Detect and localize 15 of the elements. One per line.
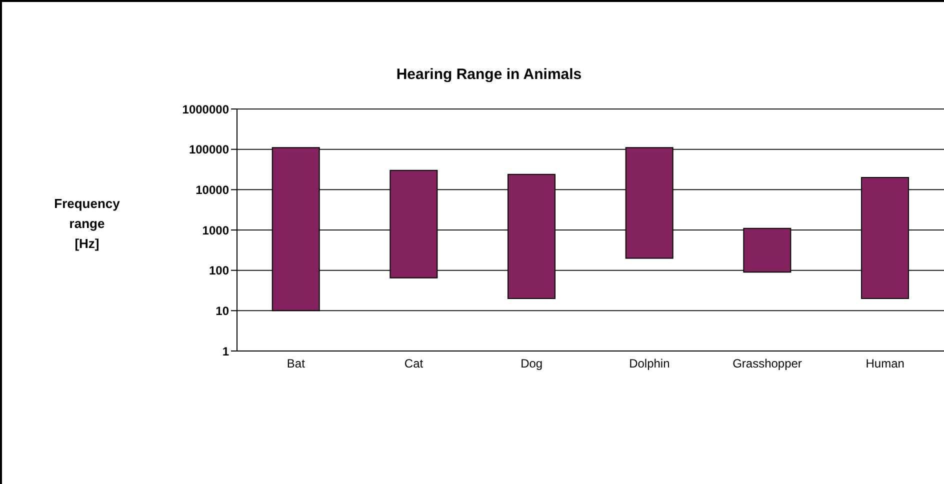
y-tick-label: 100000 [188,142,230,157]
y-tick-label: 10000 [196,182,230,197]
x-tick-label: Dog [520,356,543,371]
y-tick-label: 1000000 [182,102,230,116]
x-tick-label: Human [866,356,904,371]
x-tick-label: Cat [404,356,424,371]
y-tick-label: 1 [222,344,230,358]
x-tick-label: Grasshopper [732,356,802,371]
chart-title: Hearing Range in Animals [395,66,583,83]
y-tick-label: 1000 [202,223,230,238]
y-tick-label: 10 [216,304,230,318]
x-tick-label: Dolphin [629,356,670,371]
x-tick-label: Bat [286,356,306,371]
y-tick-label: 100 [208,264,230,278]
y-axis-title: Frequency range [Hz] [53,195,121,253]
